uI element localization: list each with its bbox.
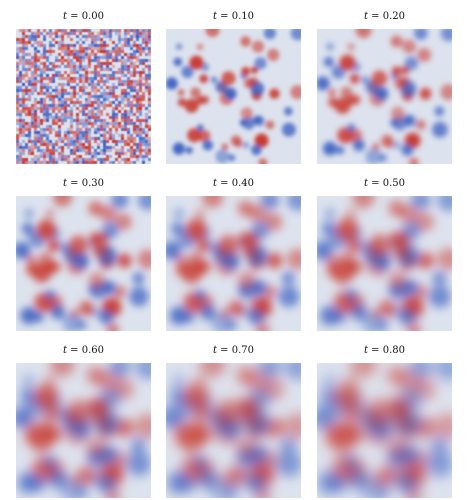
- panel-label: t = 0.40: [212, 178, 255, 189]
- time-variable: t: [363, 11, 368, 22]
- heatmap-image: [166, 196, 301, 331]
- time-value: 0.10: [231, 11, 255, 22]
- panel-label: t = 0.30: [62, 178, 105, 189]
- time-value: 0.00: [81, 11, 105, 22]
- time-value: 0.60: [81, 345, 105, 356]
- time-variable: t: [363, 178, 368, 189]
- heatmap-panel: [166, 196, 301, 331]
- time-variable: t: [62, 11, 67, 22]
- time-value: 0.30: [81, 178, 105, 189]
- time-variable: t: [212, 11, 217, 22]
- heatmap-panel: [317, 29, 452, 164]
- heatmap-image: [317, 363, 452, 498]
- time-variable: t: [363, 345, 368, 356]
- time-variable: t: [62, 178, 67, 189]
- heatmap-panel: [317, 363, 452, 498]
- heatmap-image: [16, 29, 151, 164]
- time-value: 0.50: [382, 178, 406, 189]
- heatmap-image: [16, 363, 151, 498]
- time-value: 0.80: [382, 345, 406, 356]
- heatmap-image: [166, 29, 301, 164]
- heatmap-image: [317, 29, 452, 164]
- panel-label: t = 0.60: [62, 345, 105, 356]
- heatmap-panel: [16, 29, 151, 164]
- panel-label: t = 0.00: [62, 11, 105, 22]
- heatmap-image: [16, 196, 151, 331]
- panel-label: t = 0.10: [212, 11, 255, 22]
- heatmap-image: [166, 363, 301, 498]
- time-variable: t: [212, 178, 217, 189]
- time-variable: t: [212, 345, 217, 356]
- panel-label: t = 0.20: [363, 11, 406, 22]
- panel-label: t = 0.50: [363, 178, 406, 189]
- time-value: 0.70: [231, 345, 255, 356]
- panel-label: t = 0.70: [212, 345, 255, 356]
- heatmap-panel: [166, 363, 301, 498]
- heatmap-image: [317, 196, 452, 331]
- heatmap-panel: [16, 196, 151, 331]
- time-value: 0.20: [382, 11, 406, 22]
- time-variable: t: [62, 345, 67, 356]
- heatmap-panel: [317, 196, 452, 331]
- heatmap-panel: [16, 363, 151, 498]
- time-value: 0.40: [231, 178, 255, 189]
- heatmap-panel: [166, 29, 301, 164]
- panel-label: t = 0.80: [363, 345, 406, 356]
